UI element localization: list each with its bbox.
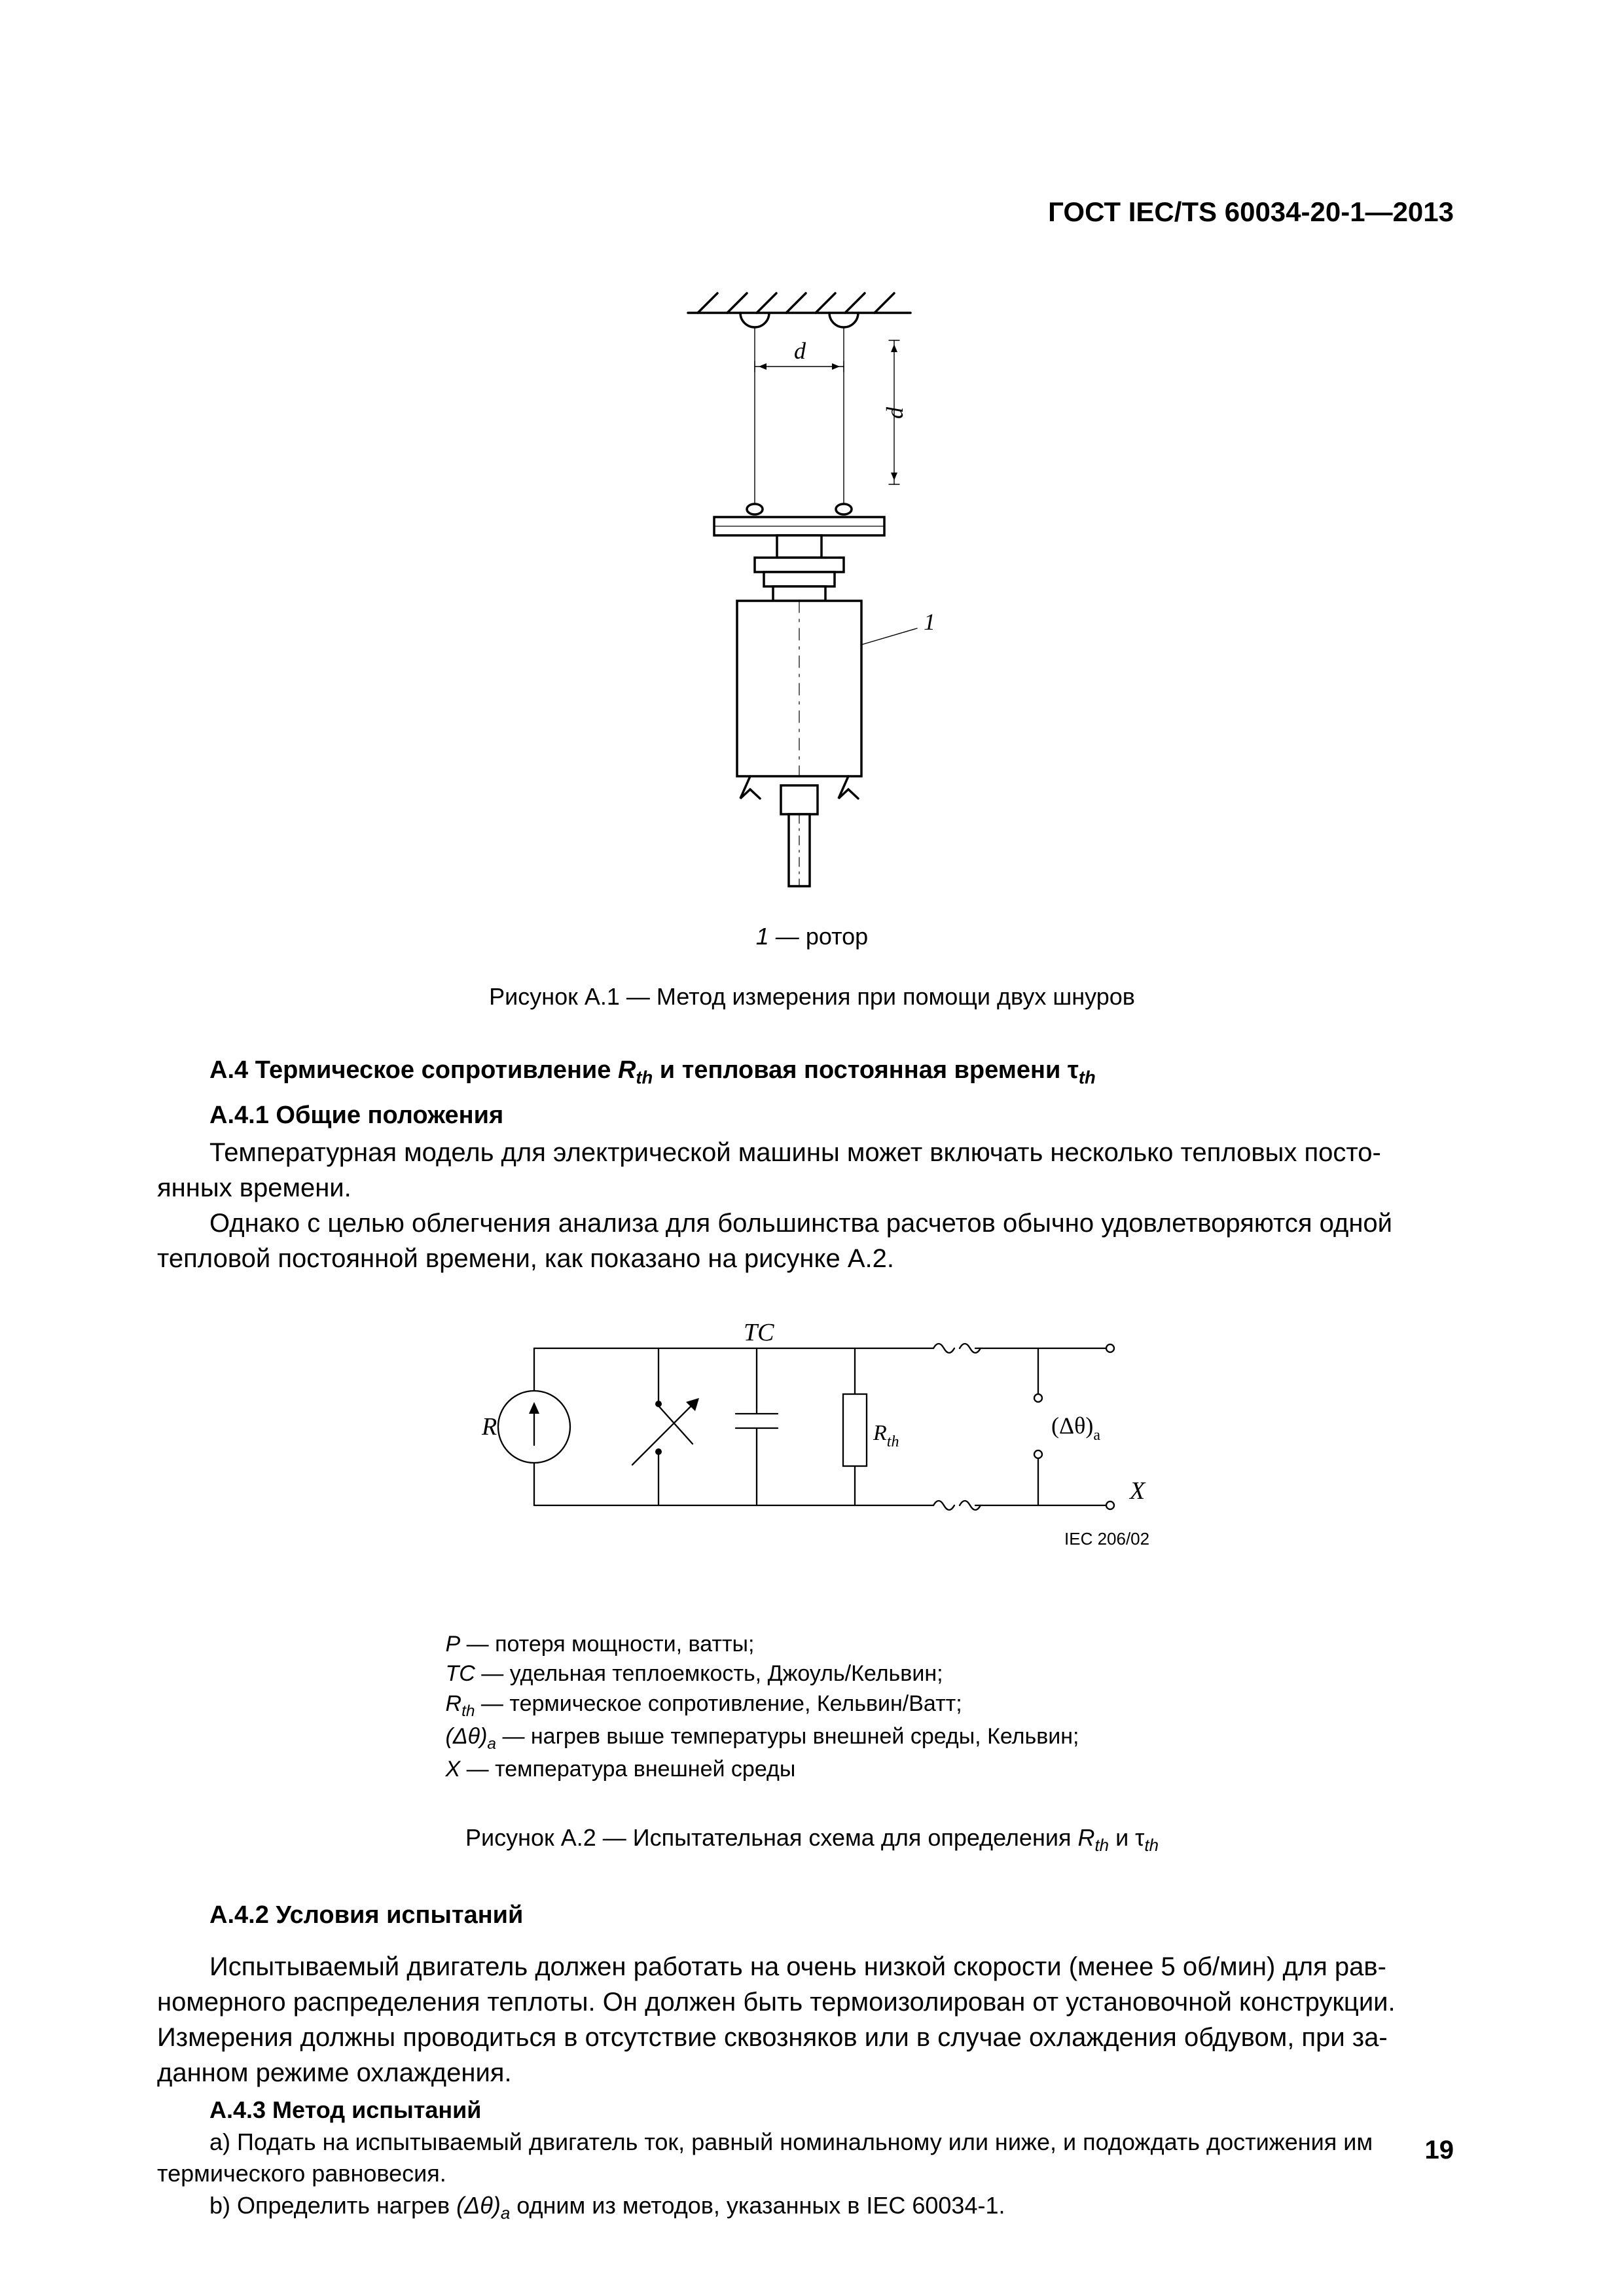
heading-a4-2: А.4.2 Условия испытаний (157, 1901, 1467, 1929)
heading-a4-rth: th (636, 1067, 653, 1088)
heading-a4-1: А.4.1 Общие положения (157, 1102, 1467, 1130)
legend-l2-sym: ТС (446, 1661, 475, 1686)
para-a4-3-b-sub: а (501, 2204, 510, 2223)
svg-text:(Δθ)a: (Δθ)a (1051, 1412, 1100, 1444)
figure-a2-label-dtheta-sub: a (1093, 1427, 1100, 1444)
figure-a2-cap-and: и τ (1109, 1824, 1144, 1851)
para-a4-2: Испытываемый двигатель должен работать н… (157, 1949, 1467, 2090)
figure-a2-label-rth-sub: th (886, 1433, 899, 1450)
figure-a2-cap-pre: Рисунок А.2 — Испытательная схема для оп… (465, 1824, 1077, 1851)
para-a4-3-a2: термического равновесия. (157, 2158, 1467, 2190)
figure-a2-caption: Рисунок А.2 — Испытательная схема для оп… (465, 1824, 1159, 1856)
legend-l5-txt: — температура внешней среды (460, 1757, 795, 1782)
figure-a2-cap-sub2: th (1144, 1837, 1159, 1855)
para-a4-1-l2: янных времени. (157, 1170, 1467, 1206)
para-a4-3-b-post: одним из методов, указанных в IEC 60034-… (510, 2192, 1005, 2219)
legend-l4-txt: — нагрев выше температуры внешней среды,… (496, 1724, 1079, 1749)
figure-a1-legend-leader: 1 — (756, 923, 799, 950)
para-a4-1-l1: Температурная модель для электрической м… (157, 1135, 1467, 1170)
svg-text:Rth: Rth (873, 1421, 899, 1450)
figure-a1-label-d: d (794, 338, 806, 364)
legend-l1-sym: Р (446, 1632, 461, 1657)
figure-a2-label-tc: TC (744, 1319, 774, 1346)
para-a4-3-b-pre: b) Определить нагрев (209, 2192, 456, 2219)
heading-a4-tauth: th (1079, 1067, 1096, 1088)
figure-a2-label-x: X (1128, 1477, 1146, 1505)
figure-a1-legend: 1 — ротор (756, 923, 868, 950)
figure-a1-legend-label: ротор (806, 923, 868, 950)
figure-a1: d d 1 1 — ротор Рисунок А.1 — Метод изме… (157, 288, 1467, 1011)
heading-a4-r: R (618, 1056, 636, 1084)
para-a4-3: А.4.3 Метод испытаний а) Подать на испыт… (157, 2094, 1467, 2225)
heading-a4-mid: и тепловая постоянная времени τ (653, 1056, 1079, 1084)
heading-a4-3: А.4.3 Метод испытаний (209, 2096, 481, 2123)
figure-a2-cap-r: R (1077, 1824, 1094, 1851)
para-a4-2-l4: данном режиме охлаждения. (157, 2055, 1467, 2090)
figure-a2-svg: R TC Rth (Δθ)a X IEC 206/02 (436, 1309, 1189, 1597)
figure-a2-label-rth: R (873, 1421, 887, 1445)
para-a4-1-l4: тепловой постоянной времени, как показан… (157, 1241, 1467, 1276)
figure-a1-svg: d d 1 (642, 288, 983, 903)
figure-a2-label-dtheta: (Δθ) (1051, 1412, 1093, 1439)
legend-l5-sym: X (446, 1757, 461, 1782)
heading-a4-pre: А.4 Термическое сопротивление (209, 1056, 618, 1084)
legend-l3-sub: th (461, 1702, 475, 1720)
legend-l4-sym: (Δθ) (446, 1724, 488, 1749)
figure-a2-iec-ref: IEC 206/02 (1064, 1529, 1149, 1549)
heading-a4: А.4 Термическое сопротивление Rth и тепл… (157, 1056, 1467, 1088)
figure-a1-caption: Рисунок А.1 — Метод измерения при помощи… (489, 983, 1135, 1011)
para-a4-3-b-sym: (Δθ) (456, 2192, 501, 2219)
legend-l3-sym: R (446, 1691, 462, 1716)
figure-a1-label-1: 1 (924, 609, 935, 635)
para-a4-2-l1: Испытываемый двигатель должен работать н… (157, 1949, 1467, 1984)
para-a4-1: Температурная модель для электрической м… (157, 1135, 1467, 1276)
doc-header: ГОСТ IEC/TS 60034-20-1—2013 (1048, 196, 1454, 228)
figure-a2-label-r: R (481, 1413, 497, 1441)
para-a4-2-l2: номерного распределения теплоты. Он долж… (157, 1984, 1467, 2020)
legend-l4-sub: a (487, 1735, 496, 1753)
legend-l2-txt: — удельная теплоемкость, Джоуль/Кельвин; (475, 1661, 943, 1686)
page-number: 19 (1425, 2136, 1454, 2165)
para-a4-1-l3: Однако с целью облегчения анализа для бо… (157, 1206, 1467, 1241)
figure-a2-cap-sub1: th (1094, 1837, 1109, 1855)
legend-l1-txt: — потеря мощности, ватты; (460, 1632, 754, 1657)
figure-a2: R TC Rth (Δθ)a X IEC 206/02 Р — потеря м… (157, 1309, 1467, 1856)
legend-l3-txt: — термическое сопротивление, Кельвин/Ват… (475, 1691, 962, 1716)
para-a4-3-a1: а) Подать на испытываемый двигатель ток,… (157, 2126, 1467, 2159)
figure-a1-label-d-vert: d (882, 406, 908, 419)
figure-a2-legend: Р — потеря мощности, ватты; ТС — удельна… (446, 1630, 1179, 1785)
para-a4-2-l3: Измерения должны проводиться в отсутстви… (157, 2020, 1467, 2055)
